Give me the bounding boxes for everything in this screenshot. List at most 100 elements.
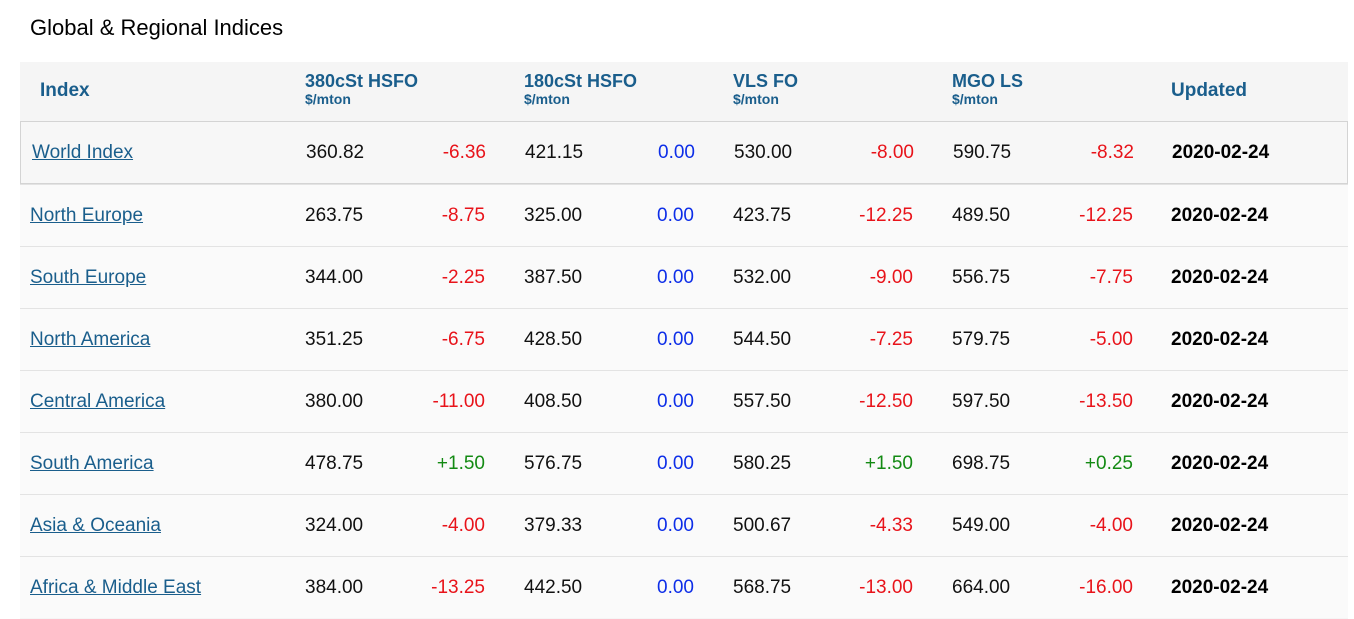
hsfo380-price: 344.00 bbox=[305, 266, 364, 288]
region-link[interactable]: Central America bbox=[30, 390, 166, 412]
mgols-price: 664.00 bbox=[952, 576, 1011, 598]
hsfo380-price: 351.25 bbox=[305, 328, 364, 350]
header-hsfo380-unit: $/mton bbox=[305, 91, 351, 107]
hsfo380-price: 324.00 bbox=[305, 514, 364, 536]
updated-date: 2020-02-24 bbox=[1171, 266, 1269, 288]
hsfo380-price: 360.82 bbox=[306, 141, 365, 163]
hsfo180-price: 379.33 bbox=[524, 514, 583, 536]
hsfo380-change: -11.00 bbox=[432, 390, 485, 412]
mgols-change: -7.75 bbox=[1089, 266, 1133, 288]
hsfo180-change: 0.00 bbox=[657, 390, 694, 412]
region-link[interactable]: South Europe bbox=[30, 266, 147, 288]
updated-date: 2020-02-24 bbox=[1171, 452, 1269, 474]
vlsfo-change: +1.50 bbox=[864, 452, 913, 474]
vlsfo-price: 568.75 bbox=[733, 576, 792, 598]
hsfo180-price: 421.15 bbox=[525, 141, 584, 163]
mgols-change: +0.25 bbox=[1084, 452, 1133, 474]
region-link[interactable]: World Index bbox=[32, 141, 134, 163]
updated-date: 2020-02-24 bbox=[1171, 514, 1269, 536]
vlsfo-price: 557.50 bbox=[733, 390, 792, 412]
vlsfo-price: 423.75 bbox=[733, 204, 792, 226]
table-row: North Europe 263.75 -8.75 325.00 0.00 423.75 -… bbox=[20, 184, 1348, 246]
hsfo380-price: 263.75 bbox=[305, 204, 364, 226]
header-vlsfo: VLS FO $/mton bbox=[733, 71, 798, 107]
updated-date: 2020-02-24 bbox=[1171, 204, 1269, 226]
mgols-price: 579.75 bbox=[952, 328, 1011, 350]
hsfo380-price: 478.75 bbox=[305, 452, 364, 474]
header-vlsfo-unit: $/mton bbox=[733, 91, 779, 107]
updated-date: 2020-02-24 bbox=[1171, 390, 1269, 412]
header-updated: Updated bbox=[1171, 80, 1247, 101]
mgols-price: 597.50 bbox=[952, 390, 1011, 412]
mgols-change: -5.00 bbox=[1089, 328, 1133, 350]
region-link[interactable]: Africa & Middle East bbox=[30, 576, 202, 598]
vlsfo-change: -7.25 bbox=[869, 328, 913, 350]
table-row: South America 478.75 +1.50 576.75 0.00 580.25… bbox=[20, 432, 1348, 494]
vlsfo-change: -12.50 bbox=[859, 390, 913, 412]
hsfo180-price: 387.50 bbox=[524, 266, 583, 288]
mgols-price: 489.50 bbox=[952, 204, 1011, 226]
hsfo380-change: -13.25 bbox=[431, 576, 485, 598]
mgols-change: -8.32 bbox=[1090, 141, 1134, 163]
region-link[interactable]: North Europe bbox=[30, 204, 144, 226]
hsfo380-price: 380.00 bbox=[305, 390, 364, 412]
hsfo180-change: 0.00 bbox=[657, 452, 694, 474]
hsfo180-change: 0.00 bbox=[657, 204, 694, 226]
vlsfo-change: -13.00 bbox=[859, 576, 913, 598]
table-row: South Europe 344.00 -2.25 387.50 0.00 532.00 -… bbox=[20, 246, 1348, 308]
vlsfo-change: -4.33 bbox=[869, 514, 913, 536]
vlsfo-price: 544.50 bbox=[733, 328, 792, 350]
updated-date: 2020-02-24 bbox=[1171, 576, 1269, 598]
updated-date: 2020-02-24 bbox=[1172, 141, 1270, 163]
mgols-price: 549.00 bbox=[952, 514, 1011, 536]
header-mgols-name: MGO LS bbox=[952, 71, 1023, 91]
table-row: Central America 380.00 -11.00 408.50 0.00 557… bbox=[20, 370, 1348, 432]
updated-date: 2020-02-24 bbox=[1171, 328, 1269, 350]
header-index: Index bbox=[40, 80, 90, 101]
mgols-change: -4.00 bbox=[1089, 514, 1133, 536]
header-mgols-unit: $/mton bbox=[952, 91, 998, 107]
table-row: World Index 360.82 -6.36 421.15 0.00 530.00 -8… bbox=[20, 121, 1348, 184]
hsfo380-price: 384.00 bbox=[305, 576, 364, 598]
region-link[interactable]: North America bbox=[30, 328, 151, 350]
mgols-change: -13.50 bbox=[1079, 390, 1133, 412]
hsfo180-change: 0.00 bbox=[658, 141, 695, 163]
vlsfo-price: 500.67 bbox=[733, 514, 792, 536]
vlsfo-change: -9.00 bbox=[869, 266, 913, 288]
hsfo380-change: +1.50 bbox=[436, 452, 485, 474]
header-hsfo180-unit: $/mton bbox=[524, 91, 570, 107]
header-hsfo380-name: 380cSt HSFO bbox=[305, 71, 419, 91]
hsfo180-price: 442.50 bbox=[524, 576, 583, 598]
hsfo180-price: 408.50 bbox=[524, 390, 583, 412]
hsfo180-price: 325.00 bbox=[524, 204, 583, 226]
hsfo180-price: 428.50 bbox=[524, 328, 583, 350]
vlsfo-change: -12.25 bbox=[859, 204, 913, 226]
header-hsfo180: 180cSt HSFO $/mton bbox=[524, 71, 637, 107]
header-hsfo380: 380cSt HSFO $/mton bbox=[305, 71, 418, 107]
hsfo380-change: -2.25 bbox=[441, 266, 485, 288]
mgols-price: 698.75 bbox=[952, 452, 1011, 474]
mgols-price: 556.75 bbox=[952, 266, 1011, 288]
mgols-price: 590.75 bbox=[953, 141, 1012, 163]
table-row: Africa & Middle East 384.00 -13.25 442.50 0.… bbox=[20, 556, 1348, 618]
header-mgols: MGO LS $/mton bbox=[952, 71, 1023, 107]
hsfo180-change: 0.00 bbox=[657, 266, 694, 288]
region-link[interactable]: South America bbox=[30, 452, 154, 474]
vlsfo-price: 530.00 bbox=[734, 141, 793, 163]
header-hsfo180-name: 180cSt HSFO bbox=[524, 71, 638, 91]
hsfo380-change: -8.75 bbox=[441, 204, 485, 226]
hsfo380-change: -4.00 bbox=[441, 514, 485, 536]
mgols-change: -12.25 bbox=[1079, 204, 1133, 226]
page-title: Global & Regional Indices bbox=[30, 15, 284, 40]
hsfo180-change: 0.00 bbox=[657, 576, 694, 598]
header-vlsfo-name: VLS FO bbox=[733, 71, 799, 91]
table-header: Index 380cSt HSFO $/mton 180cSt HSFO $/m… bbox=[20, 62, 1348, 121]
hsfo380-change: -6.75 bbox=[441, 328, 485, 350]
hsfo180-change: 0.00 bbox=[657, 328, 694, 350]
indices-table: Index 380cSt HSFO $/mton 180cSt HSFO $/m… bbox=[20, 62, 1348, 619]
vlsfo-change: -8.00 bbox=[870, 141, 914, 163]
hsfo180-price: 576.75 bbox=[524, 452, 583, 474]
table-row: North America 351.25 -6.75 428.50 0.00 544.50… bbox=[20, 308, 1348, 370]
region-link[interactable]: Asia & Oceania bbox=[30, 514, 161, 536]
hsfo180-change: 0.00 bbox=[657, 514, 694, 536]
